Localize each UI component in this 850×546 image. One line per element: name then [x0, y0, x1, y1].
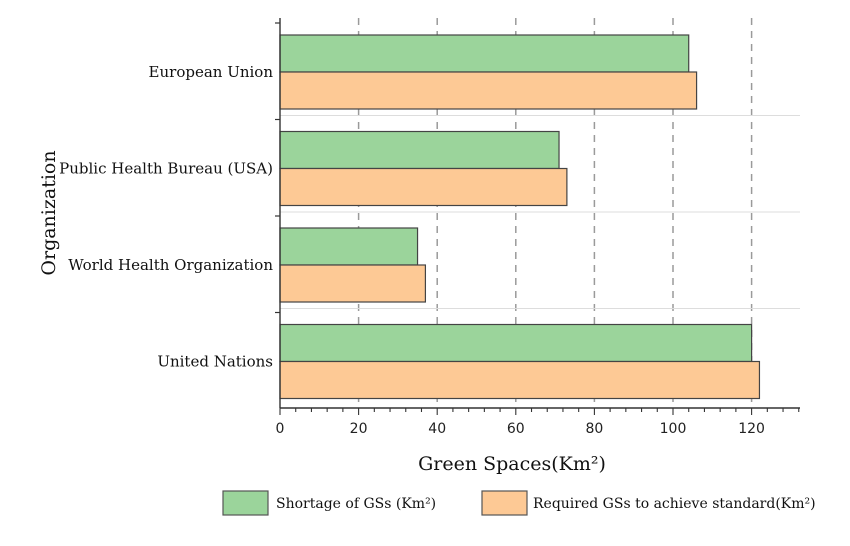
bar-shortage — [279, 227, 419, 266]
bar-required — [279, 71, 698, 110]
x-tick-label: 0 — [276, 421, 285, 437]
legend-swatch-shortage — [222, 490, 269, 516]
bar-required — [279, 360, 761, 400]
category-label: Public Health Bureau (USA) — [59, 160, 273, 178]
bar-required — [279, 167, 568, 207]
y-category-labels: European Union Public Health Bureau (USA)… — [59, 63, 273, 371]
x-ticks: 0 20 40 60 80 100 120 — [276, 408, 800, 437]
x-axis-title: Green Spaces(Km²) — [418, 453, 606, 475]
x-tick-label: 100 — [660, 421, 687, 437]
axes — [275, 18, 800, 409]
category-label: World Health Organization — [68, 256, 273, 274]
x-tick-label: 80 — [585, 421, 603, 437]
category-label: European Union — [149, 63, 274, 81]
legend-label-required: Required GSs to achieve standard(Km²) — [533, 496, 816, 512]
bar-shortage — [279, 130, 560, 170]
x-tick-label: 20 — [350, 421, 368, 437]
x-tick-label: 120 — [738, 421, 765, 437]
legend-label-shortage: Shortage of GSs (Km²) — [276, 496, 436, 512]
x-tick-label: 40 — [428, 421, 446, 437]
legend: Shortage of GSs (Km²) Required GSs to ac… — [222, 490, 816, 516]
bar-shortage — [279, 323, 753, 363]
category-label: United Nations — [157, 353, 273, 371]
x-tick-label: 60 — [507, 421, 525, 437]
bars — [279, 34, 761, 400]
legend-swatch-required — [481, 490, 528, 516]
bar-shortage — [279, 34, 690, 73]
bar-required — [279, 264, 427, 303]
y-axis-title: Organization — [38, 150, 60, 275]
